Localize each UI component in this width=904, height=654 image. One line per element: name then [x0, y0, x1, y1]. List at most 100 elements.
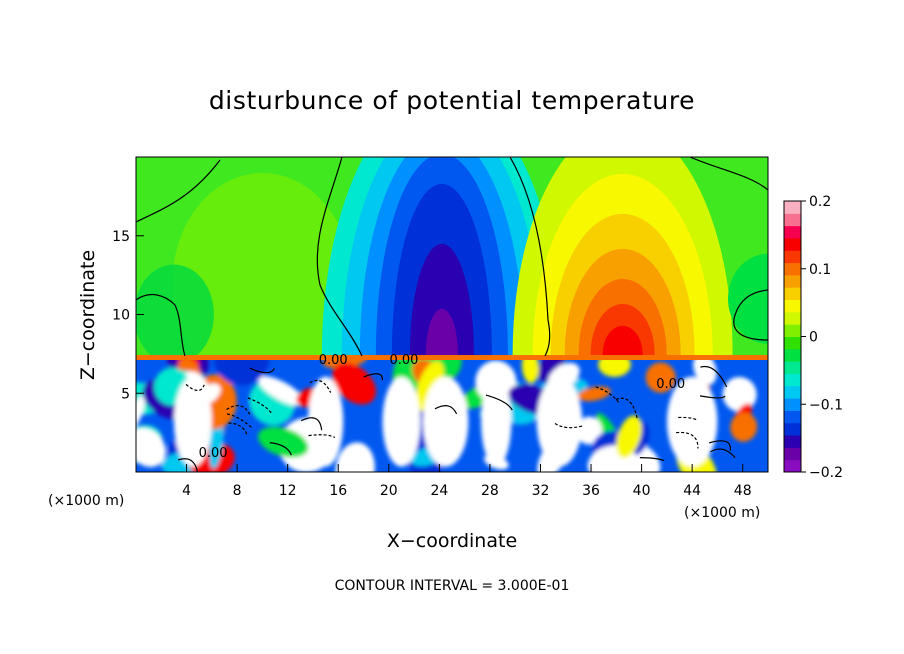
colorbar-swatch — [784, 311, 801, 325]
colorbar-swatch — [784, 410, 801, 424]
swirl-blob — [666, 376, 718, 467]
colorbar-tick-label: 0.2 — [809, 194, 831, 210]
x-tick-label: 4 — [182, 483, 191, 499]
colorbar-swatch — [784, 422, 801, 436]
zero-contour-right-patch — [733, 289, 768, 341]
colorbar-tick-label: −0.2 — [809, 465, 843, 481]
turbulent-contour — [676, 431, 699, 449]
colorbar-swatch — [784, 361, 801, 374]
x-tick-label: 48 — [734, 483, 752, 499]
x-tick-label: 40 — [633, 483, 651, 499]
y-axis-ticks: 5 10 15 — [112, 229, 144, 402]
zero-contour-upper-left — [136, 159, 221, 223]
lower-swirls — [136, 357, 768, 472]
x-tick-label: 16 — [329, 483, 347, 499]
turbulent-contour — [554, 423, 584, 429]
colorbar-swatch — [784, 201, 801, 214]
swirl-blob — [332, 362, 376, 405]
contour-labels: 0.00 0.00 0.00 0.00 — [199, 353, 686, 461]
upper-band — [136, 264, 214, 365]
swirl-blob — [322, 357, 368, 369]
y-tick-label: 15 — [112, 229, 130, 245]
zero-contour-negative-right — [509, 157, 551, 357]
colorbar-labels: 0.2 0.1 0 −0.1 −0.2 — [801, 194, 843, 481]
x-tick-label: 20 — [380, 483, 398, 499]
colorbar-swatch — [784, 459, 801, 473]
swirl-blob — [382, 376, 421, 467]
turbulent-contour — [363, 373, 383, 381]
swirl-blob — [257, 426, 309, 458]
swirl-blob — [693, 357, 717, 386]
turbulent-contour — [615, 397, 638, 419]
swirl-blob — [415, 360, 444, 411]
turbulent-contour — [226, 404, 251, 415]
swirl-blob — [335, 442, 375, 472]
turbulent-contour — [485, 394, 513, 411]
swirl-blob — [136, 427, 166, 467]
swirl-blob — [616, 415, 642, 458]
swirl-blob — [536, 376, 583, 467]
chart-title: disturbunce of potential temperature — [208, 86, 696, 115]
colorbar-swatch — [784, 237, 801, 251]
colorbar-swatch — [784, 274, 801, 288]
colorbar-swatch — [784, 336, 801, 350]
swirl-blob — [481, 376, 512, 467]
colorbar-tick-label: −0.1 — [809, 397, 843, 413]
colorbar-swatch — [784, 447, 801, 461]
swirl-blob — [645, 362, 676, 393]
lower-turbulent-field — [136, 355, 768, 472]
zero-contour-negative-left — [316, 157, 363, 357]
swirl-blob — [576, 416, 603, 445]
colorbar-swatch — [784, 250, 801, 264]
turbulent-contour — [434, 405, 458, 415]
turbulent-contour — [678, 416, 698, 421]
colorbar-swatch — [784, 398, 801, 411]
turbulent-contour — [700, 365, 728, 388]
upper-band — [172, 173, 353, 393]
x-tick-label: 24 — [430, 483, 448, 499]
turbulent-contour — [300, 417, 323, 431]
swirl-blobs — [136, 357, 758, 472]
colorbar-swatch — [784, 435, 801, 448]
turbulent-contour — [710, 448, 736, 459]
colorbar-swatch — [784, 225, 801, 239]
contour-lines — [136, 157, 768, 472]
colorbar-swatch — [784, 385, 801, 399]
heatmap-field — [136, 157, 768, 472]
turbulent-contour — [227, 413, 253, 429]
swirl-blob — [423, 376, 469, 467]
swirl-blob — [598, 357, 631, 377]
contour-value-label: 0.00 — [389, 353, 418, 368]
x-axis-title: X−coordinate — [387, 530, 517, 552]
x-tick-label: 12 — [279, 483, 297, 499]
x-tick-label: 36 — [582, 483, 600, 499]
swirl-blob — [730, 412, 758, 442]
swirl-blob — [173, 376, 212, 467]
colorbar-swatch — [784, 348, 801, 362]
x-unit-right: (×1000 m) — [684, 505, 760, 521]
swirl-blob — [257, 375, 306, 407]
x-unit-left: (×1000 m) — [48, 493, 124, 509]
turbulent-contour — [228, 422, 248, 436]
turbulent-contour — [709, 440, 731, 451]
colorbar-swatch — [784, 324, 801, 337]
x-axis-ticks: 4 8 12 16 20 24 28 32 36 40 44 48 — [182, 464, 752, 499]
colorbar-tick-label: 0.1 — [809, 262, 831, 278]
zero-contour-upper-right — [689, 157, 768, 191]
colorbar-swatch — [784, 299, 801, 313]
turbulent-contour — [309, 379, 332, 393]
turbulent-contour — [177, 458, 199, 472]
swirl-blob — [722, 377, 757, 412]
colorbar-swatch — [784, 213, 801, 227]
swirl-blob — [307, 376, 344, 467]
contour-value-label: 0.00 — [656, 377, 685, 392]
x-tick-label: 44 — [683, 483, 701, 499]
turbulent-contour — [639, 457, 665, 462]
turbulent-contour — [595, 386, 620, 404]
y-tick-label: 5 — [121, 386, 130, 402]
contour-interval-note: CONTOUR INTERVAL = 3.000E-01 — [334, 578, 570, 594]
turbulent-contour — [247, 397, 273, 414]
colorbar — [784, 201, 801, 473]
colorbar-swatch — [784, 373, 801, 387]
